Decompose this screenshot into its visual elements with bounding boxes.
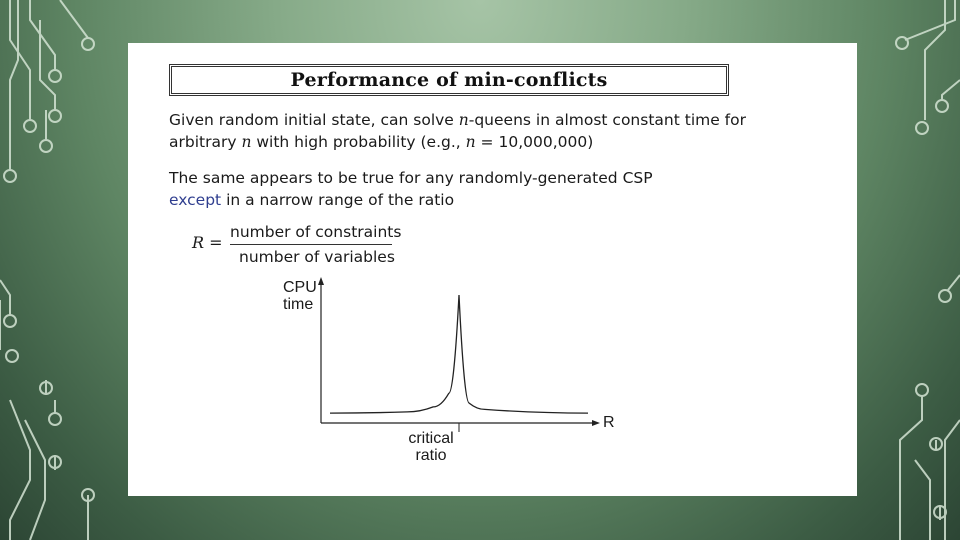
text-segment: -queens in almost constant time for	[468, 111, 746, 129]
y-axis-label-line: time	[283, 296, 314, 313]
annotation-line: ratio	[415, 447, 447, 464]
fraction-bar	[230, 244, 392, 245]
cpu-time-curve	[329, 294, 589, 414]
critical-ratio-annotation: critical ratio	[406, 430, 456, 464]
slide-content: Performance of min-conflicts Given rando…	[128, 43, 857, 496]
cpu-time-chart	[318, 277, 600, 432]
paragraph-line: Given random initial state, can solve n-…	[169, 109, 746, 131]
x-axis-label: R	[603, 414, 615, 431]
x-axis-arrow	[592, 420, 600, 426]
text-segment: = 10,000,000)	[475, 133, 594, 151]
text-segment: in a narrow range of the ratio	[221, 191, 455, 209]
annotation-line: critical	[408, 430, 454, 447]
y-axis-label-line: CPU	[283, 279, 317, 296]
paragraph-line: arbitrary n with high probability (e.g.,…	[169, 131, 746, 153]
fraction-denominator: number of variables	[239, 248, 395, 266]
except-highlight: except	[169, 191, 222, 209]
math-variable-n: n	[458, 111, 469, 129]
math-variable-n: n	[241, 133, 252, 151]
math-variable-n: n	[465, 133, 476, 151]
slide-title-box: Performance of min-conflicts	[169, 64, 729, 96]
text-segment: Given random initial state, can solve	[169, 111, 459, 129]
paragraph-csp: The same appears to be true for any rand…	[169, 167, 653, 211]
y-axis-arrow	[318, 277, 324, 285]
paragraph-line: except in a narrow range of the ratio	[169, 189, 653, 211]
text-segment: with high probability (e.g.,	[251, 133, 466, 151]
fraction-numerator: number of constraints	[230, 223, 402, 241]
slide-title: Performance of min-conflicts	[290, 69, 608, 91]
paragraph-min-conflicts: Given random initial state, can solve n-…	[169, 109, 746, 153]
paragraph-line: The same appears to be true for any rand…	[169, 169, 653, 187]
y-axis-label: CPU time	[283, 279, 317, 313]
formula-lhs: R =	[192, 233, 223, 252]
text-segment: arbitrary	[169, 133, 242, 151]
